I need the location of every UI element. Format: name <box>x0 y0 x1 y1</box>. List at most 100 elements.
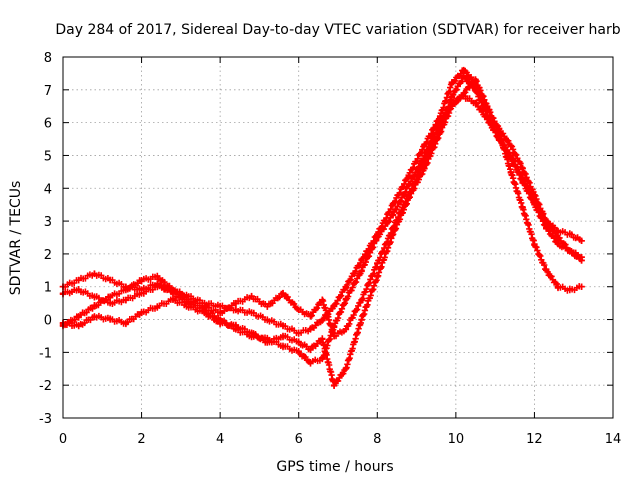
data-point <box>374 273 381 281</box>
data-point <box>264 303 271 310</box>
data-point <box>295 339 302 346</box>
data-point <box>279 342 287 349</box>
data-point <box>106 299 114 307</box>
data-point <box>519 204 526 212</box>
data-point <box>566 231 573 238</box>
data-point <box>519 165 526 172</box>
y-tick-label: 8 <box>44 51 52 66</box>
data-point <box>169 286 177 294</box>
y-tick-label: 3 <box>44 215 52 230</box>
data-point <box>460 66 467 74</box>
data-point <box>295 306 302 313</box>
data-point <box>405 171 412 179</box>
data-point <box>531 201 538 208</box>
data-point <box>91 313 98 320</box>
data-point <box>122 319 130 327</box>
data-point <box>578 237 585 244</box>
data-point <box>389 231 397 238</box>
data-point <box>578 283 585 290</box>
data-point <box>169 296 177 304</box>
x-tick-label: 6 <box>295 432 303 447</box>
data-point <box>138 309 145 317</box>
data-point <box>330 332 338 340</box>
x-tick-label: 14 <box>605 432 622 447</box>
data-point <box>264 316 271 323</box>
data-point <box>122 296 130 304</box>
data-point <box>472 99 479 107</box>
data-point <box>307 359 314 366</box>
data-point <box>307 313 314 320</box>
series-markers <box>59 67 585 337</box>
data-point <box>389 211 397 218</box>
data-point <box>358 257 365 264</box>
data-point <box>507 142 515 149</box>
data-point <box>342 365 350 372</box>
data-point <box>543 267 550 274</box>
y-tick-label: 2 <box>44 248 52 263</box>
data-point <box>307 326 314 333</box>
data-point <box>307 345 314 353</box>
data-point <box>216 309 224 317</box>
data-point <box>75 313 82 320</box>
x-tick-label: 0 <box>59 432 67 447</box>
data-point <box>248 309 255 317</box>
data-point <box>448 93 456 100</box>
data-point <box>342 283 350 290</box>
data-point <box>405 194 412 202</box>
data-point <box>421 165 428 172</box>
data-point <box>91 270 98 277</box>
data-point <box>319 336 326 343</box>
data-point <box>264 339 271 346</box>
data-point <box>279 322 287 330</box>
y-tick-label: 5 <box>44 149 52 164</box>
x-tick-label: 2 <box>137 432 145 447</box>
data-point <box>295 329 302 336</box>
data-point <box>566 286 573 294</box>
data-point <box>75 286 82 294</box>
data-point <box>185 303 192 310</box>
data-point <box>122 286 130 294</box>
data-point <box>374 231 381 238</box>
data-point <box>358 296 365 304</box>
data-point <box>154 283 161 290</box>
data-point <box>330 303 338 310</box>
data-point <box>519 178 526 185</box>
data-point <box>248 329 255 336</box>
series-trace-4 <box>59 76 585 389</box>
data-point <box>75 322 82 330</box>
data-point <box>106 276 114 284</box>
data-point <box>389 201 397 208</box>
data-point <box>216 319 224 327</box>
data-point <box>279 290 287 297</box>
data-point <box>436 129 444 136</box>
y-tick-label: 1 <box>44 281 52 296</box>
y-tick-label: 0 <box>44 314 52 329</box>
data-point <box>421 142 428 149</box>
chart-title: Day 284 of 2017, Sidereal Day-to-day VTE… <box>55 22 620 38</box>
data-point <box>248 293 255 300</box>
data-point <box>448 103 456 110</box>
data-point <box>154 273 161 281</box>
data-point <box>279 332 287 340</box>
x-axis-label: GPS time / hours <box>276 459 393 475</box>
data-point <box>91 303 98 310</box>
data-point <box>216 303 224 310</box>
data-point <box>495 129 503 136</box>
data-point <box>91 293 98 300</box>
data-point <box>484 103 491 110</box>
data-point <box>201 303 208 310</box>
y-tick-label: -2 <box>39 379 52 394</box>
data-point <box>232 322 240 330</box>
data-point <box>448 80 456 87</box>
data-point <box>201 309 208 317</box>
series-trace-3 <box>59 72 585 340</box>
x-tick-label: 8 <box>373 432 381 447</box>
data-point <box>295 349 302 356</box>
x-tick-label: 4 <box>216 432 224 447</box>
x-tick-label: 12 <box>526 432 543 447</box>
series-layer <box>59 66 585 389</box>
data-point <box>138 276 145 284</box>
y-tick-label: 6 <box>44 117 52 132</box>
series-trace-2 <box>59 66 585 337</box>
